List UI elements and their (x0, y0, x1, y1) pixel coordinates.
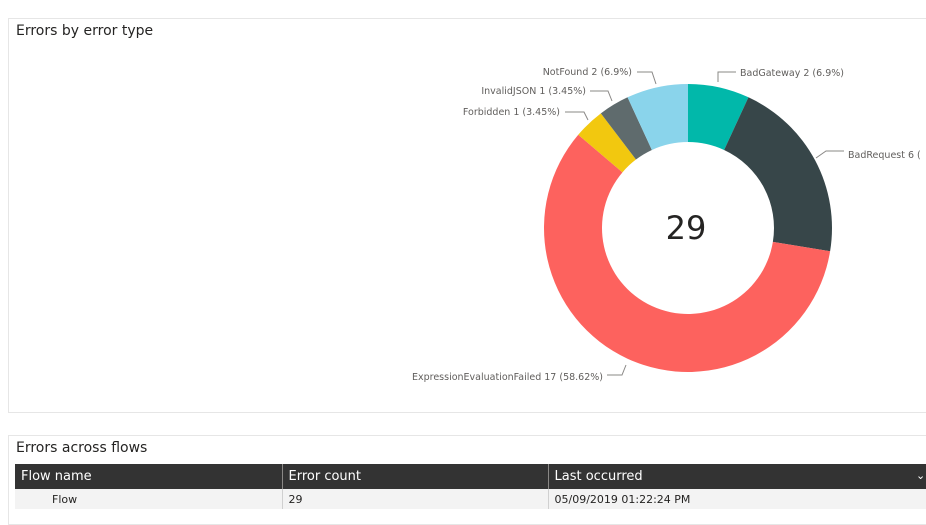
donut-chart-visual[interactable]: Errors by error type (8, 18, 926, 413)
cell-flow-name: Flow (15, 489, 283, 509)
table-title: Errors across flows (16, 440, 148, 456)
leader-line-expressionevaluationfailed (607, 364, 627, 376)
leader-line-badrequest (815, 150, 844, 159)
column-header-error-count[interactable]: Error count (282, 464, 549, 489)
column-header-flow-name[interactable]: Flow name (15, 464, 283, 489)
leader-line-badgateway (717, 71, 736, 82)
data-label-expressionevaluationfailed: ExpressionEvaluationFailed 17 (58.62%) (412, 372, 603, 383)
data-label-notfound: NotFound 2 (6.9%) (543, 67, 632, 78)
donut-slice-expressionevaluationfailed[interactable] (543, 134, 831, 373)
chevron-down-icon[interactable]: ⌄ (916, 469, 925, 482)
donut-slice-notfound[interactable] (627, 84, 688, 150)
donut-chart-title: Errors by error type (16, 23, 154, 39)
data-label-badrequest: BadRequest 6 ( (848, 150, 921, 161)
errors-table: Flow name Error count Last occurred Flow… (15, 464, 926, 509)
column-header-last-occurred-label: Last occurred (554, 469, 643, 484)
donut-center-total: 29 (666, 209, 707, 247)
cell-last-occurred: 05/09/2019 01:22:24 PM (548, 489, 926, 509)
table-row[interactable]: Flow 29 05/09/2019 01:22:24 PM (15, 489, 926, 509)
table-header-row: Flow name Error count Last occurred (15, 464, 926, 489)
donut-slice-invalidjson[interactable] (600, 97, 652, 160)
column-header-last-occurred[interactable]: Last occurred (548, 464, 926, 489)
donut-slice-badgateway[interactable] (688, 84, 749, 150)
data-label-forbidden: Forbidden 1 (3.45%) (463, 107, 560, 118)
donut-slice-badrequest[interactable] (724, 97, 832, 252)
leader-line-forbidden (565, 111, 589, 121)
data-label-badgateway: BadGateway 2 (6.9%) (740, 68, 844, 79)
leader-line-invalidjson (590, 90, 613, 102)
donut-chart[interactable]: BadGateway 2 (6.9%) BadRequest 6 ( Express… (0, 0, 926, 430)
leader-line-notfound (637, 71, 657, 85)
donut-slice-forbidden[interactable] (578, 113, 636, 173)
data-label-invalidjson: InvalidJSON 1 (3.45%) (481, 86, 586, 97)
cell-error-count: 29 (282, 489, 549, 509)
